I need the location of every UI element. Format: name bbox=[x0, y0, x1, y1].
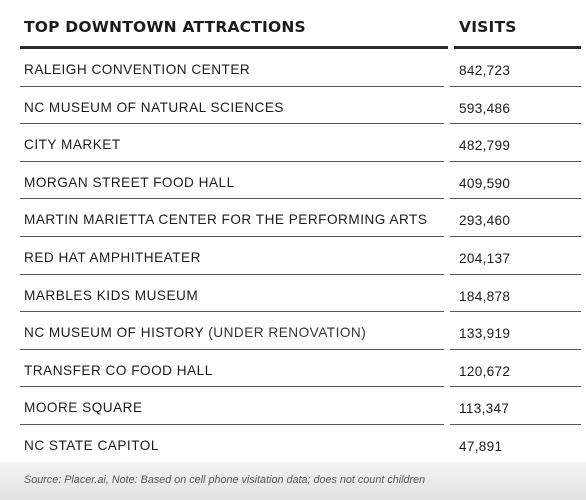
attraction-cell: RED HAT AMPHITHEATER bbox=[20, 237, 444, 275]
visits-value: 409,590 bbox=[459, 175, 511, 191]
visits-cell: 842,723 bbox=[450, 49, 581, 87]
attraction-cell: NC MUSEUM OF NATURAL SCIENCES bbox=[20, 87, 444, 125]
table-header: TOP DOWNTOWN ATTRACTIONS VISITS bbox=[20, 0, 581, 49]
visits-value: 184,878 bbox=[459, 288, 511, 304]
attraction-cell: TRANSFER CO FOOD HALL bbox=[20, 350, 444, 388]
attraction-cell: CITY MARKET bbox=[20, 124, 444, 162]
visits-cell: 482,799 bbox=[450, 124, 581, 162]
visits-value: 593,486 bbox=[459, 100, 511, 116]
footer-bar: Source: Placer.ai, Note: Based on cell p… bbox=[0, 462, 586, 500]
attraction-cell: NC MUSEUM OF HISTORY (UNDER RENOVATION) bbox=[20, 312, 444, 350]
attraction-name: TRANSFER CO FOOD HALL bbox=[24, 363, 213, 378]
attraction-name: MOORE SQUARE bbox=[24, 400, 143, 415]
attraction-title: TRANSFER CO FOOD HALL bbox=[24, 362, 213, 378]
table-row: RALEIGH CONVENTION CENTER 842,723 bbox=[20, 49, 581, 87]
attraction-cell: MARBLES KIDS MUSEUM bbox=[20, 275, 444, 313]
table-row: RED HAT AMPHITHEATER 204,137 bbox=[20, 237, 581, 275]
visits-cell: 293,460 bbox=[450, 199, 581, 237]
table-row: NC MUSEUM OF HISTORY (UNDER RENOVATION) 1… bbox=[20, 312, 581, 350]
visits-value: 47,891 bbox=[459, 438, 503, 454]
table-row: CITY MARKET 482,799 bbox=[20, 124, 581, 162]
table-row: MOORE SQUARE 113,347 bbox=[20, 387, 581, 425]
table-row: MARBLES KIDS MUSEUM 184,878 bbox=[20, 275, 581, 313]
attraction-cell: MORGAN STREET FOOD HALL bbox=[20, 162, 444, 200]
attraction-name: MORGAN STREET FOOD HALL bbox=[24, 175, 235, 190]
attraction-name: MARBLES KIDS MUSEUM bbox=[24, 288, 198, 303]
attraction-title: MORGAN STREET FOOD HALL bbox=[24, 174, 235, 190]
attraction-title: NC MUSEUM OF NATURAL SCIENCES bbox=[24, 99, 284, 115]
visits-value: 482,799 bbox=[459, 138, 511, 154]
visits-cell: 120,672 bbox=[450, 350, 581, 388]
attraction-title: MOORE SQUARE bbox=[24, 400, 143, 416]
attraction-name: NC MUSEUM OF HISTORY (UNDER RENOVATION) bbox=[24, 325, 366, 340]
attraction-cell: NC STATE CAPITOL bbox=[20, 425, 444, 463]
attraction-name: NC MUSEUM OF NATURAL SCIENCES bbox=[24, 100, 284, 115]
visits-cell: 409,590 bbox=[450, 162, 581, 200]
attraction-title: RED HAT AMPHITHEATER bbox=[24, 249, 201, 265]
visits-cell: 593,486 bbox=[450, 87, 581, 125]
visits-cell: 47,891 bbox=[450, 425, 581, 463]
visits-cell: 184,878 bbox=[450, 275, 581, 313]
attraction-note: (UNDER RENOVATION) bbox=[208, 325, 367, 341]
attraction-cell: MOORE SQUARE bbox=[20, 387, 444, 425]
attraction-title: NC STATE CAPITOL bbox=[24, 437, 159, 453]
attraction-title: NC MUSEUM OF HISTORY bbox=[24, 325, 204, 341]
visits-value: 293,460 bbox=[459, 213, 511, 229]
attraction-cell: MARTIN MARIETTA CENTER FOR THE PERFORMIN… bbox=[20, 199, 444, 237]
attraction-cell: RALEIGH CONVENTION CENTER bbox=[20, 49, 444, 87]
attraction-name: RED HAT AMPHITHEATER bbox=[24, 250, 201, 265]
table-row: MORGAN STREET FOOD HALL 409,590 bbox=[20, 162, 581, 200]
attraction-title: MARBLES KIDS MUSEUM bbox=[24, 287, 199, 303]
visits-value: 133,919 bbox=[459, 326, 511, 342]
header-attractions: TOP DOWNTOWN ATTRACTIONS bbox=[24, 18, 306, 36]
attraction-name: CITY MARKET bbox=[24, 137, 121, 152]
visits-cell: 113,347 bbox=[450, 387, 581, 425]
column-divider-gap bbox=[448, 0, 454, 49]
attraction-title: MARTIN MARIETTA CENTER FOR THE PERFORMIN… bbox=[24, 212, 428, 228]
attraction-name: NC STATE CAPITOL bbox=[24, 438, 159, 453]
visits-cell: 133,919 bbox=[450, 312, 581, 350]
visits-cell: 204,137 bbox=[450, 237, 581, 275]
visits-value: 113,347 bbox=[459, 401, 510, 417]
header-visits: VISITS bbox=[459, 18, 517, 36]
visits-value: 120,672 bbox=[459, 363, 511, 379]
table-body: RALEIGH CONVENTION CENTER 842,723 NC MUSEU… bbox=[20, 49, 581, 463]
attraction-title: CITY MARKET bbox=[24, 137, 121, 153]
table-row: NC MUSEUM OF NATURAL SCIENCES 593,486 bbox=[20, 87, 581, 125]
table-row: NC STATE CAPITOL 47,891 bbox=[20, 425, 581, 463]
table-row: TRANSFER CO FOOD HALL 120,672 bbox=[20, 350, 581, 388]
source-note: Source: Placer.ai, Note: Based on cell p… bbox=[24, 474, 426, 486]
visits-value: 842,723 bbox=[459, 63, 511, 78]
table-row: MARTIN MARIETTA CENTER FOR THE PERFORMIN… bbox=[20, 199, 581, 237]
attraction-title: RALEIGH CONVENTION CENTER bbox=[24, 62, 251, 77]
attractions-table: TOP DOWNTOWN ATTRACTIONS VISITS RALEIGH … bbox=[20, 0, 581, 463]
attraction-name: RALEIGH CONVENTION CENTER bbox=[24, 62, 250, 77]
attraction-name: MARTIN MARIETTA CENTER FOR THE PERFORMIN… bbox=[24, 212, 427, 227]
visits-value: 204,137 bbox=[459, 250, 511, 266]
